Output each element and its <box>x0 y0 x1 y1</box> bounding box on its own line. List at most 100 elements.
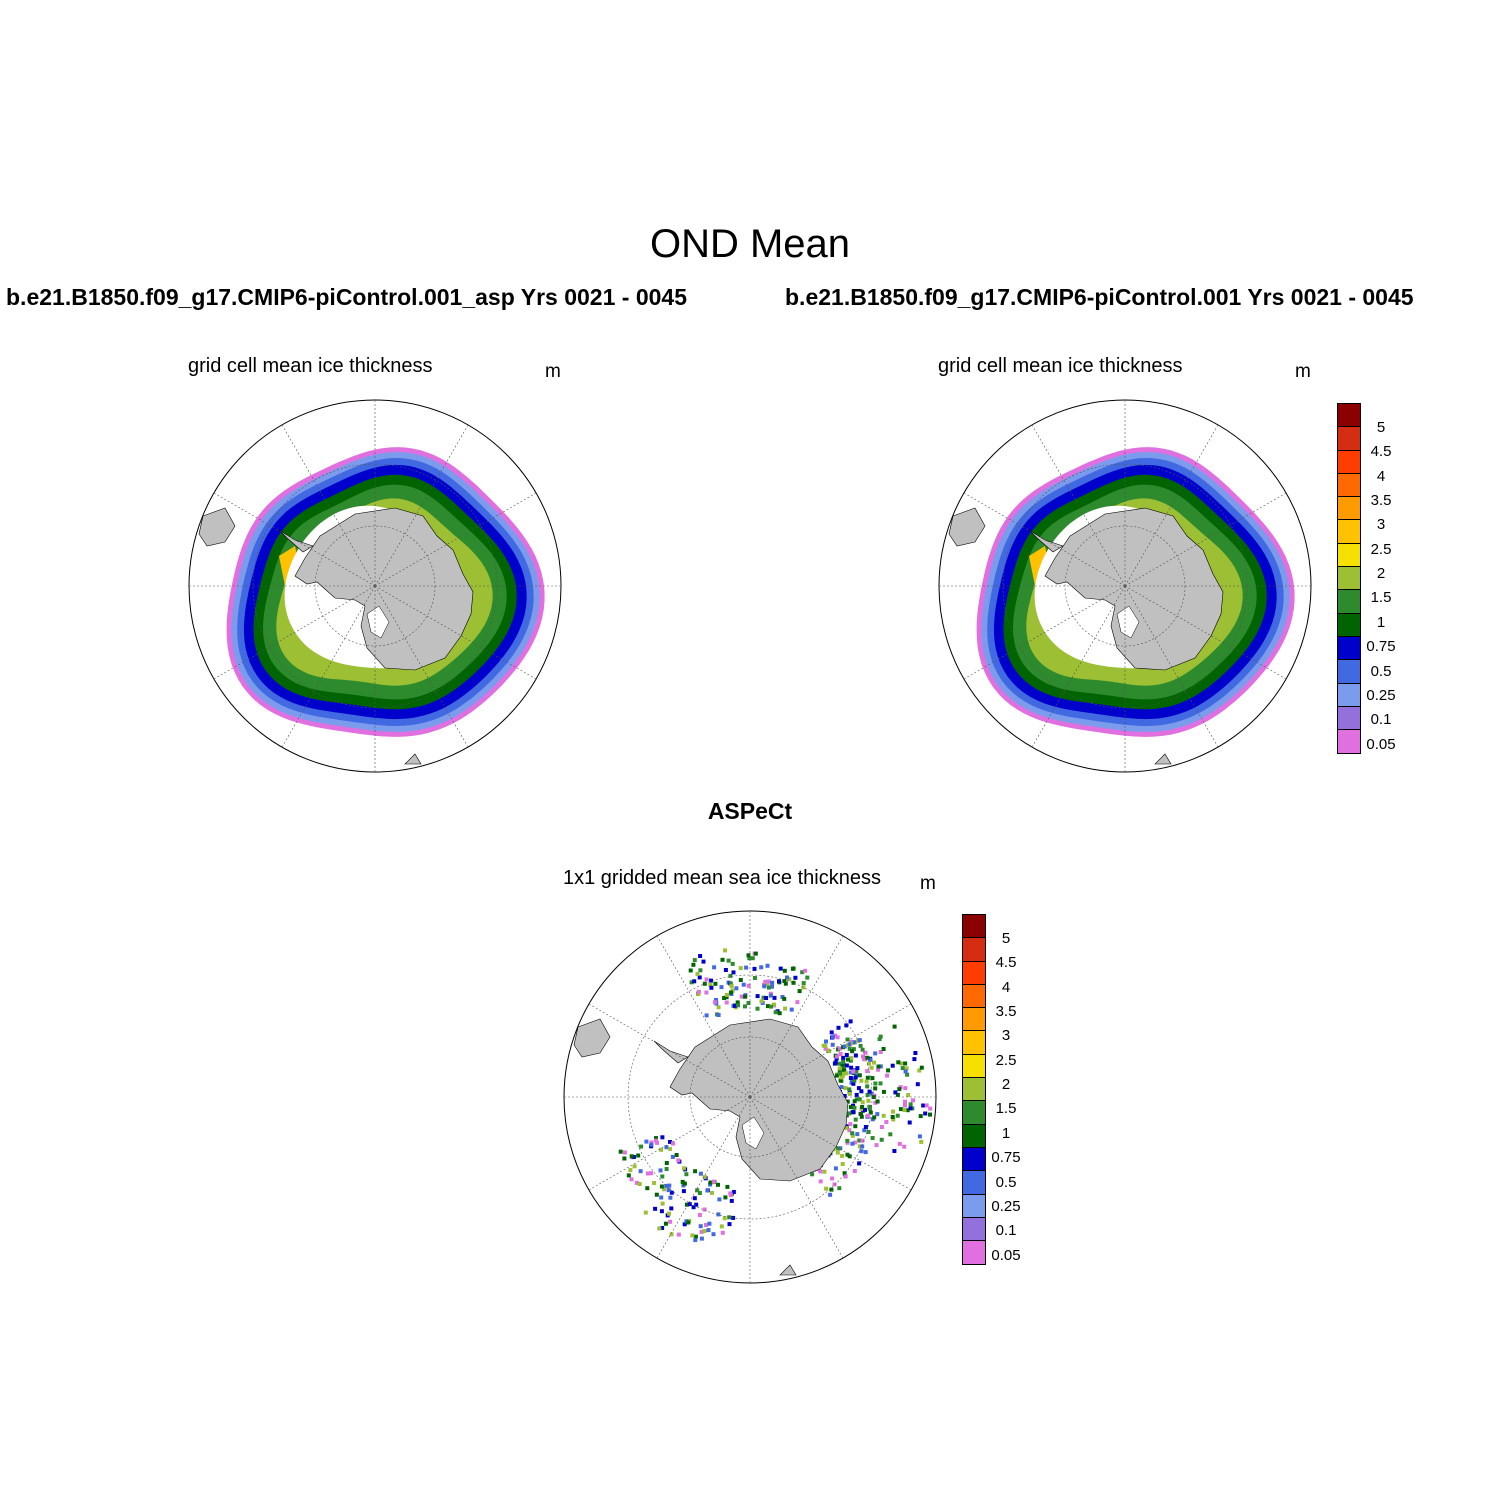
meridian-line <box>281 585 376 748</box>
obs-cell <box>839 1085 844 1090</box>
obs-cell <box>859 1107 864 1112</box>
obs-cell <box>905 1072 910 1077</box>
obs-cell <box>722 996 727 1000</box>
obs-cell <box>743 1004 747 1009</box>
obs-cell <box>847 1042 852 1047</box>
obs-cell <box>701 959 706 964</box>
obs-cell <box>875 1099 880 1104</box>
obs-cell <box>738 966 743 971</box>
obs-cell <box>785 975 789 980</box>
obs-cell <box>695 971 700 976</box>
obs-cell <box>682 1181 687 1186</box>
obs-cell <box>853 1117 858 1122</box>
obs-cell <box>676 1232 681 1237</box>
obs-cell <box>841 1060 846 1064</box>
obs-cell <box>787 977 792 982</box>
obs-cell <box>698 1224 703 1229</box>
obs-cell <box>719 985 724 990</box>
obs-cell <box>848 1122 853 1127</box>
obs-cell <box>832 1182 837 1187</box>
obs-cell <box>671 1141 675 1146</box>
obs-cell <box>855 1097 860 1102</box>
obs-cell <box>860 1100 865 1105</box>
colorbar-swatch <box>1338 660 1360 684</box>
obs-cell <box>702 1229 707 1234</box>
obs-cell <box>723 1195 728 1200</box>
obs-cell <box>851 1103 855 1108</box>
obs-cell <box>680 1179 685 1184</box>
obs-cell <box>884 1120 889 1124</box>
obs-cell <box>865 1075 870 1080</box>
obs-cell <box>659 1195 664 1200</box>
obs-cell <box>710 1190 714 1195</box>
colorbar-swatch <box>963 1194 985 1218</box>
obs-cell <box>695 1188 700 1193</box>
obs-cell <box>841 1062 846 1067</box>
colorbar-label: 1 <box>1001 1124 1011 1142</box>
units-left: m <box>545 361 561 382</box>
obs-cell <box>684 1202 689 1207</box>
antarctica-land <box>294 507 474 671</box>
panel-title-bottom: 1x1 gridded mean sea ice thickness <box>563 867 881 889</box>
obs-cell <box>659 1184 664 1189</box>
obs-cell <box>866 1130 871 1134</box>
obs-cell <box>708 983 713 988</box>
obs-cell <box>684 1172 689 1177</box>
obs-cell <box>857 1144 862 1149</box>
obs-cell <box>838 1071 842 1076</box>
obs-cell <box>622 1150 627 1155</box>
obs-cell <box>902 1108 907 1112</box>
obs-cell <box>853 1124 858 1129</box>
obs-cell <box>879 1125 884 1129</box>
obs-cell <box>851 1081 856 1086</box>
obs-cell <box>728 973 733 978</box>
obs-cell <box>667 1211 671 1216</box>
obs-cell <box>848 1058 853 1063</box>
obs-cell <box>698 968 703 973</box>
obs-cell <box>736 1003 741 1008</box>
obs-cell <box>849 1065 854 1070</box>
obs-cell <box>863 1150 868 1155</box>
obs-cell <box>728 981 733 986</box>
latitude-circle <box>1002 463 1248 709</box>
obs-cell <box>890 1063 895 1068</box>
obs-cell <box>871 1095 876 1100</box>
obs-cell <box>906 1093 911 1097</box>
obs-cell <box>631 1155 636 1159</box>
obs-cell <box>750 956 755 961</box>
obs-cell <box>693 1234 698 1239</box>
obs-cell <box>720 1230 725 1235</box>
colorbar-swatch <box>963 984 985 1009</box>
obs-cell <box>845 1138 850 1143</box>
obs-cell <box>664 1183 669 1188</box>
obs-cell <box>765 1004 770 1009</box>
obs-cell <box>697 1191 702 1195</box>
obs-cell <box>729 1198 734 1203</box>
obs-cell <box>847 1154 852 1159</box>
obs-cell <box>694 1202 699 1207</box>
obs-cell <box>716 1013 721 1017</box>
meridian-line <box>749 1096 844 1259</box>
obs-cell <box>725 1184 730 1189</box>
colorbar-label: 0.25 <box>991 1197 1021 1215</box>
obs-cell <box>702 1207 707 1212</box>
latitude-circle <box>627 974 873 1220</box>
obs-cell <box>862 1128 867 1133</box>
obs-cell <box>707 1221 712 1226</box>
obs-cell <box>731 970 736 975</box>
obs-cell <box>842 1068 847 1073</box>
colorbar-label: 0.5 <box>1370 662 1392 680</box>
obs-cell <box>696 989 701 994</box>
colorbar-label: 4.5 <box>1370 443 1392 461</box>
obs-cell <box>837 1186 842 1191</box>
obs-cell <box>660 1226 665 1230</box>
obs-cell <box>851 1110 856 1115</box>
obs-cell <box>705 1188 710 1193</box>
obs-cell <box>744 965 749 970</box>
colorbar-swatch <box>1338 636 1360 661</box>
ross-ice-shelf <box>1116 605 1140 639</box>
obs-cell <box>753 951 758 956</box>
obs-cell <box>725 992 729 997</box>
obs-cell <box>924 1103 929 1108</box>
colorbar-label: 3 <box>1001 1027 1011 1045</box>
